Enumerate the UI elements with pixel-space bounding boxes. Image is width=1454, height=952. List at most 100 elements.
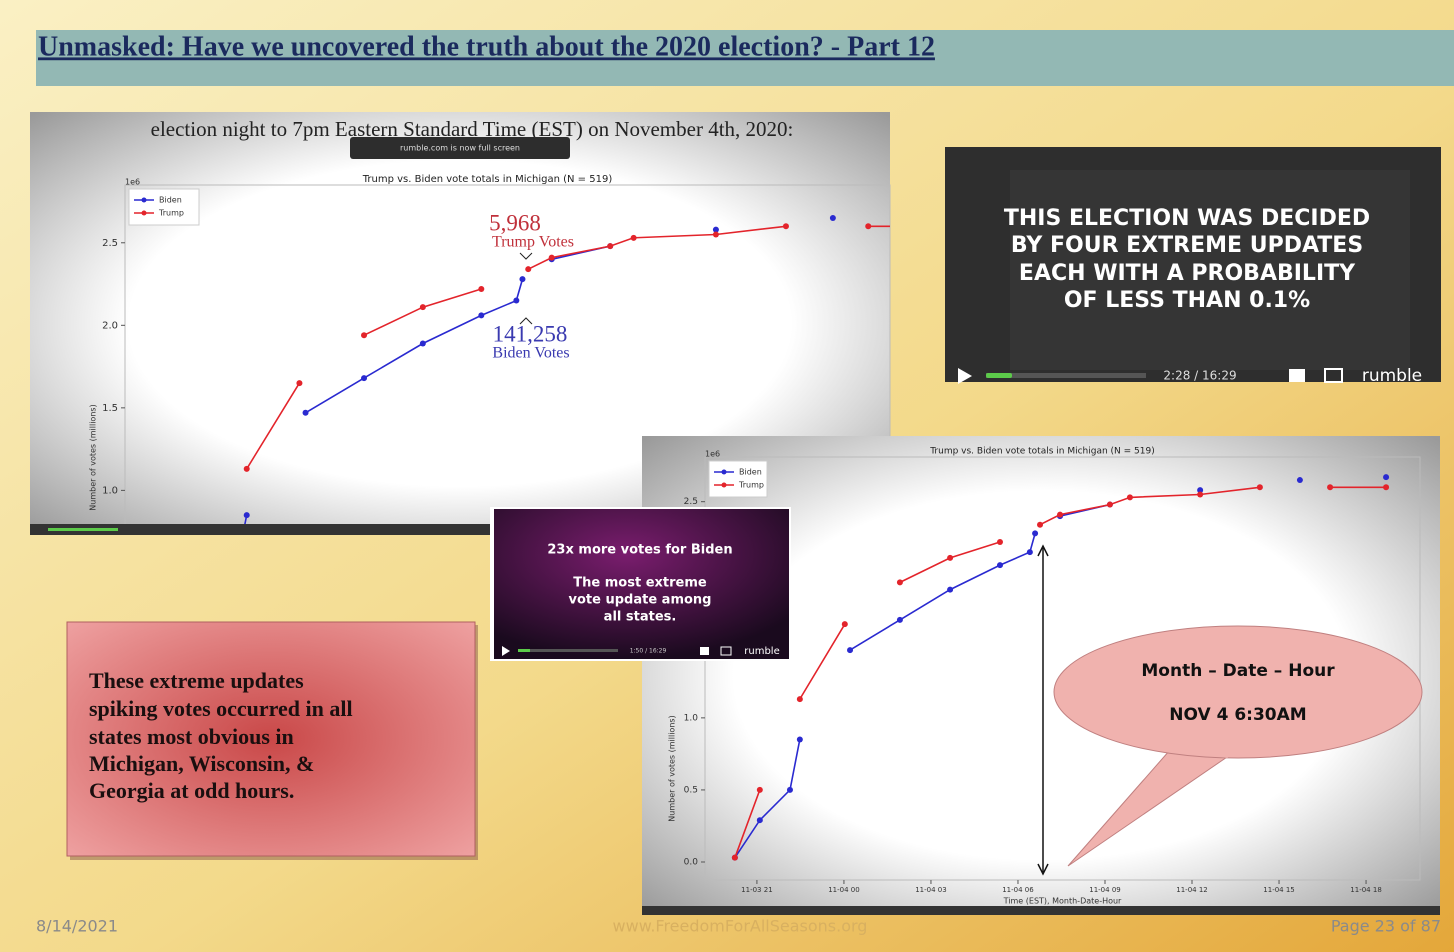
data-point bbox=[797, 736, 803, 742]
video-caption: EACH WITH A PROBABILITY bbox=[1019, 261, 1356, 286]
callout-box: These extreme updates spiking votes occu… bbox=[67, 622, 478, 860]
data-point bbox=[897, 579, 903, 585]
video-scrubber[interactable] bbox=[642, 906, 1440, 915]
slide: Unmasked: Have we uncovered the truth ab… bbox=[0, 0, 1454, 952]
data-point bbox=[713, 232, 719, 238]
bubble-text: NOV 4 6:30AM bbox=[1169, 705, 1306, 725]
data-point bbox=[787, 787, 793, 793]
x-axis-label: Time (EST), Month-Date-Hour bbox=[1003, 897, 1122, 906]
data-point bbox=[1257, 484, 1263, 490]
y-tick-label: 2.5 bbox=[684, 497, 698, 507]
data-point bbox=[1037, 522, 1043, 528]
data-point bbox=[897, 617, 903, 623]
legend-marker bbox=[142, 211, 147, 216]
x-tick-label: 11-04 15 bbox=[1263, 886, 1294, 894]
data-point bbox=[525, 266, 531, 272]
data-point bbox=[1032, 530, 1038, 536]
legend-marker bbox=[722, 470, 727, 475]
data-point bbox=[842, 621, 848, 627]
data-point bbox=[244, 512, 250, 518]
data-point bbox=[865, 223, 871, 229]
page: { "title": "Unmasked: Have we uncovered … bbox=[0, 0, 1454, 952]
callout-text: These extreme updates bbox=[89, 668, 304, 693]
video-caption: The most extreme bbox=[573, 576, 707, 591]
settings-icon[interactable] bbox=[700, 647, 709, 655]
chart-title: Trump vs. Biden vote totals in Michigan … bbox=[929, 447, 1155, 457]
data-point bbox=[361, 375, 367, 381]
x-tick-label: 11-04 00 bbox=[828, 886, 859, 894]
data-point bbox=[1107, 502, 1113, 508]
x-tick-label: 11-03 21 bbox=[741, 886, 772, 894]
legend-box bbox=[129, 189, 199, 225]
annotation: 141,258 bbox=[493, 321, 568, 346]
data-point bbox=[1297, 477, 1303, 483]
data-point bbox=[1327, 484, 1333, 490]
legend-label: Trump bbox=[158, 209, 184, 218]
chart-title: Trump vs. Biden vote totals in Michigan … bbox=[362, 174, 613, 185]
data-point bbox=[1383, 474, 1389, 480]
y-tick-label: 0.0 bbox=[684, 857, 699, 867]
legend-box bbox=[709, 461, 767, 497]
video-brand: rumble bbox=[744, 646, 779, 657]
legend-label: Trump bbox=[738, 481, 764, 490]
data-point bbox=[549, 255, 555, 261]
video-time: 1:50 / 16:29 bbox=[630, 648, 667, 655]
data-point bbox=[244, 466, 250, 472]
annotation: Trump Votes bbox=[492, 234, 574, 251]
footer-site: www.FreedomForAllSeasons.org bbox=[613, 917, 868, 936]
data-point bbox=[478, 312, 484, 318]
x-tick-label: 11-04 09 bbox=[1089, 886, 1120, 894]
callout-text: states most obvious in bbox=[89, 724, 294, 749]
y-axis-label: Number of votes (millions) bbox=[668, 715, 677, 821]
y-tick-label: 2.0 bbox=[102, 320, 118, 331]
legend-label: Biden bbox=[159, 196, 182, 205]
axis-offset: 1e6 bbox=[705, 450, 720, 459]
data-point bbox=[296, 380, 302, 386]
video-brand: rumble bbox=[1362, 366, 1422, 386]
video-caption: 23x more votes for Biden bbox=[547, 543, 732, 558]
data-point bbox=[631, 235, 637, 241]
y-tick-label: 1.5 bbox=[102, 403, 118, 414]
video-scrubber[interactable] bbox=[518, 649, 618, 652]
footer-page: Page 23 of 87 bbox=[1331, 917, 1441, 936]
video-1: THIS ELECTION WAS DECIDED BY FOUR EXTREM… bbox=[945, 147, 1441, 386]
data-point bbox=[783, 223, 789, 229]
video-caption: THIS ELECTION WAS DECIDED bbox=[1004, 206, 1370, 231]
data-point bbox=[478, 286, 484, 292]
data-point bbox=[1383, 484, 1389, 490]
video-progress bbox=[48, 528, 118, 531]
y-tick-label: 0.5 bbox=[684, 785, 698, 795]
legend-marker bbox=[722, 483, 727, 488]
x-tick-label: 11-04 18 bbox=[1350, 886, 1381, 894]
data-point bbox=[361, 332, 367, 338]
axis-offset: 1e6 bbox=[125, 178, 140, 187]
data-point bbox=[1197, 491, 1203, 497]
banner-text: rumble.com is now full screen bbox=[400, 144, 520, 153]
data-point bbox=[847, 647, 853, 653]
video-progress bbox=[986, 373, 1012, 378]
bubble bbox=[1054, 626, 1422, 758]
video-caption: BY FOUR EXTREME UPDATES bbox=[1011, 233, 1363, 258]
legend-marker bbox=[142, 198, 147, 203]
annotation: Biden Votes bbox=[492, 345, 569, 362]
slide-title: Unmasked: Have we uncovered the truth ab… bbox=[38, 31, 935, 62]
data-point bbox=[757, 817, 763, 823]
data-point bbox=[420, 304, 426, 310]
data-point bbox=[997, 539, 1003, 545]
settings-icon[interactable] bbox=[1289, 369, 1305, 382]
y-axis-label: Number of votes (millions) bbox=[89, 404, 98, 510]
footer-date: 8/14/2021 bbox=[36, 917, 118, 936]
callout-text: spiking votes occurred in all bbox=[89, 696, 353, 721]
data-point bbox=[1127, 494, 1133, 500]
video-2: 23x more votes for Biden The most extrem… bbox=[490, 507, 791, 661]
callout-text: Michigan, Wisconsin, & bbox=[89, 751, 314, 776]
data-point bbox=[997, 562, 1003, 568]
annotation: 5,968 bbox=[489, 210, 541, 235]
video-progress bbox=[518, 649, 530, 652]
bubble-text: Month – Date – Hour bbox=[1141, 661, 1335, 681]
legend-label: Biden bbox=[739, 468, 762, 477]
data-point bbox=[303, 410, 309, 416]
y-tick-label: 1.0 bbox=[102, 485, 118, 496]
data-point bbox=[1027, 549, 1033, 555]
data-point bbox=[519, 276, 525, 282]
